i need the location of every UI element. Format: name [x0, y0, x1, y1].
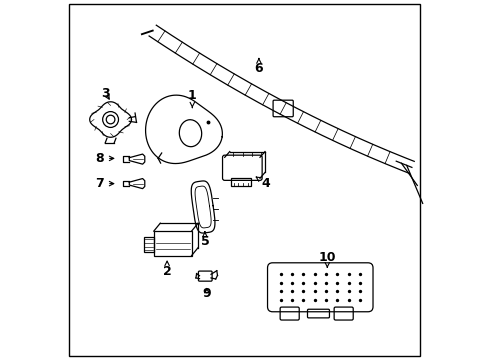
Text: 9: 9: [202, 287, 211, 300]
Bar: [231, 178, 250, 186]
Text: 5: 5: [200, 232, 209, 248]
FancyBboxPatch shape: [272, 100, 293, 117]
Text: 6: 6: [254, 59, 263, 75]
Text: 8: 8: [95, 152, 114, 165]
Bar: [143, 237, 153, 252]
Text: 3: 3: [102, 87, 110, 100]
Bar: [153, 231, 191, 256]
Text: 4: 4: [256, 177, 270, 190]
Text: 10: 10: [318, 251, 335, 267]
Text: 7: 7: [95, 177, 114, 190]
Text: 2: 2: [163, 261, 171, 278]
Text: 1: 1: [187, 89, 196, 108]
